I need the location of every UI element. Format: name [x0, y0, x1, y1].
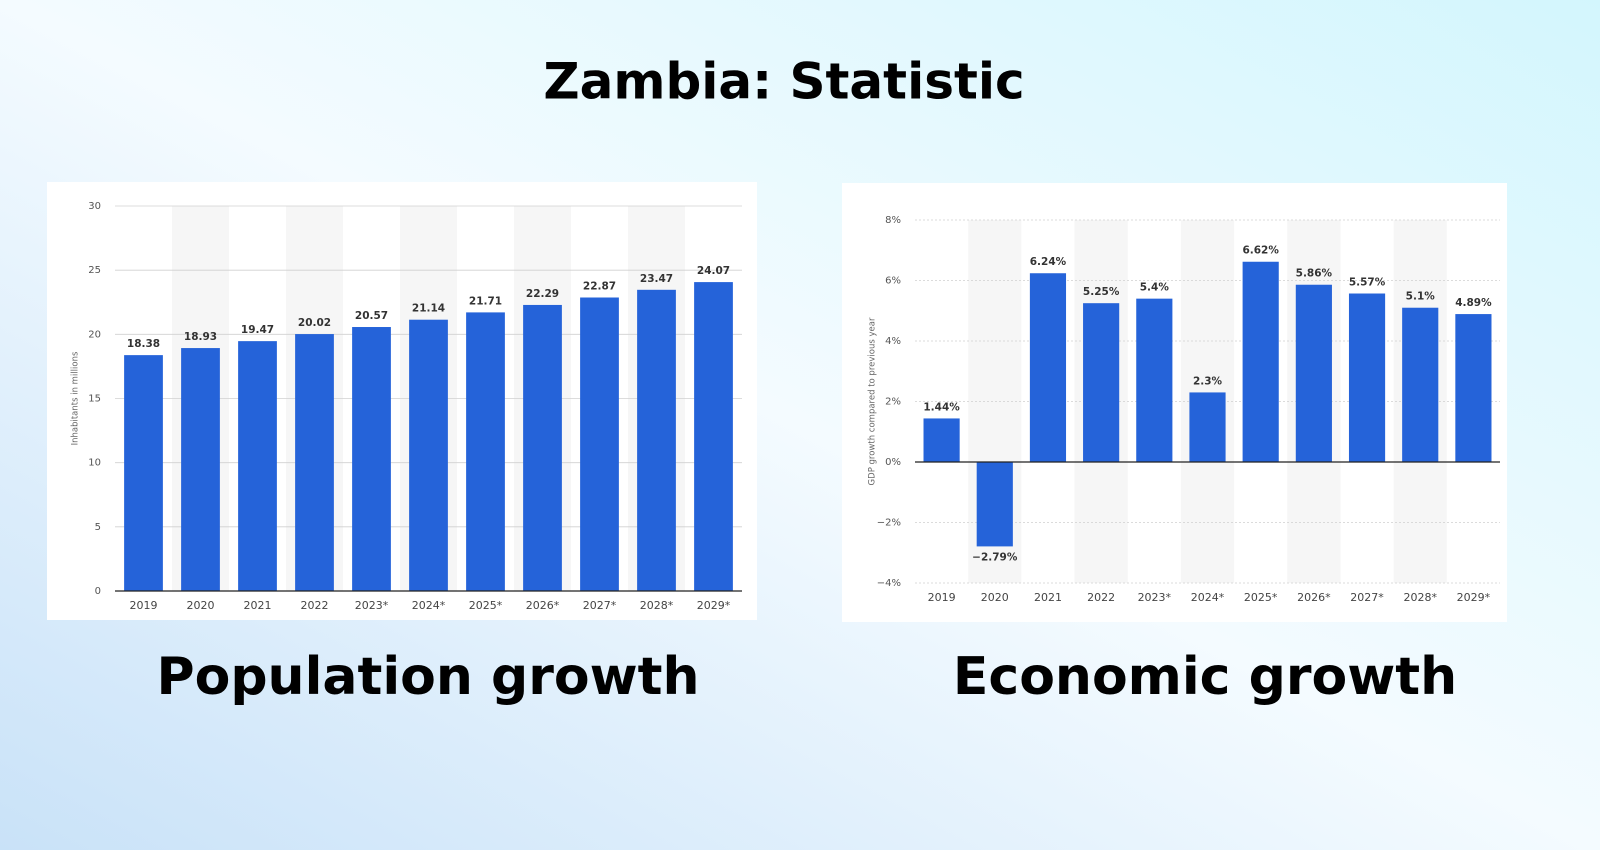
- value-label: 1.44%: [923, 401, 960, 413]
- x-tick-label: 2021: [1034, 591, 1062, 604]
- value-label: 5.25%: [1083, 286, 1120, 298]
- value-label: 20.57: [355, 310, 388, 322]
- bar: [1455, 314, 1492, 462]
- x-tick-label: 2027*: [1350, 591, 1384, 604]
- x-tick-label: 2028*: [1403, 591, 1437, 604]
- x-tick-label: 2025*: [469, 599, 503, 612]
- value-label: 22.87: [583, 281, 616, 293]
- value-label: 5.1%: [1406, 291, 1436, 303]
- y-tick-label: −4%: [877, 578, 901, 589]
- y-tick-label: 0: [95, 586, 101, 597]
- x-tick-label: 2029*: [697, 599, 731, 612]
- x-tick-label: 2029*: [1457, 591, 1491, 604]
- bar: [637, 289, 676, 591]
- x-tick-label: 2022: [301, 599, 329, 612]
- x-tick-label: 2026*: [1297, 591, 1331, 604]
- value-label: 5.4%: [1140, 282, 1170, 294]
- x-tick-label: 2022: [1087, 591, 1115, 604]
- bar: [466, 312, 505, 591]
- value-label: 23.47: [640, 273, 673, 285]
- bar: [976, 462, 1013, 547]
- value-label: 24.07: [697, 265, 730, 277]
- x-tick-label: 2019: [928, 591, 956, 604]
- bar: [923, 418, 960, 462]
- value-label: 19.47: [241, 324, 274, 336]
- y-tick-label: 20: [88, 329, 101, 340]
- y-axis-title: Inhabitants in millions: [71, 351, 81, 445]
- bar: [1029, 273, 1067, 462]
- x-tick-label: 2023*: [355, 599, 389, 612]
- page-title: Zambia: Statistic: [543, 53, 1024, 111]
- x-tick-label: 2027*: [583, 599, 617, 612]
- bar: [409, 319, 448, 591]
- bar: [580, 297, 619, 591]
- y-tick-label: 0%: [885, 457, 901, 468]
- value-label: −2.79%: [972, 551, 1018, 563]
- y-tick-label: −2%: [877, 518, 901, 529]
- value-label: 20.02: [298, 317, 331, 329]
- value-label: 22.29: [526, 288, 559, 300]
- bar: [124, 355, 163, 591]
- value-label: 6.62%: [1242, 245, 1279, 257]
- y-tick-label: 2%: [885, 397, 901, 408]
- x-tick-label: 2024*: [412, 599, 446, 612]
- bar: [1136, 298, 1173, 462]
- bar: [1189, 392, 1226, 462]
- value-label: 21.71: [469, 295, 502, 307]
- x-tick-label: 2020: [981, 591, 1009, 604]
- y-tick-label: 30: [88, 201, 101, 212]
- value-label: 21.14: [412, 303, 445, 315]
- value-label: 5.57%: [1349, 277, 1386, 289]
- value-label: 6.24%: [1030, 256, 1067, 268]
- x-tick-label: 2024*: [1191, 591, 1225, 604]
- x-tick-label: 2026*: [526, 599, 560, 612]
- y-tick-label: 5: [95, 522, 101, 533]
- x-tick-label: 2028*: [640, 599, 674, 612]
- x-tick-label: 2025*: [1244, 591, 1278, 604]
- bar: [238, 341, 277, 591]
- chart-caption: Population growth: [156, 647, 699, 707]
- y-tick-label: 4%: [885, 336, 901, 347]
- y-tick-label: 25: [88, 265, 101, 276]
- value-label: 4.89%: [1455, 297, 1492, 309]
- x-tick-label: 2021: [244, 599, 272, 612]
- x-tick-label: 2020: [187, 599, 215, 612]
- bar: [1348, 293, 1386, 462]
- y-tick-label: 6%: [885, 276, 901, 287]
- bar: [1295, 284, 1332, 462]
- y-tick-label: 15: [88, 394, 101, 405]
- y-axis-title: GDP growth compared to previous year: [868, 317, 878, 485]
- bar: [1083, 303, 1120, 462]
- x-tick-label: 2019: [130, 599, 158, 612]
- chart-caption: Economic growth: [953, 647, 1457, 707]
- value-label: 5.86%: [1296, 268, 1333, 280]
- bar: [694, 282, 733, 591]
- bar: [352, 327, 391, 591]
- bar: [181, 348, 220, 591]
- y-tick-label: 10: [88, 458, 101, 469]
- value-label: 18.93: [184, 331, 217, 343]
- x-tick-label: 2023*: [1138, 591, 1172, 604]
- bar: [295, 334, 334, 591]
- value-label: 2.3%: [1193, 375, 1223, 387]
- y-tick-label: 8%: [885, 215, 901, 226]
- bar: [523, 304, 562, 591]
- bar: [1242, 261, 1279, 462]
- bar: [1402, 307, 1439, 462]
- value-label: 18.38: [127, 338, 160, 350]
